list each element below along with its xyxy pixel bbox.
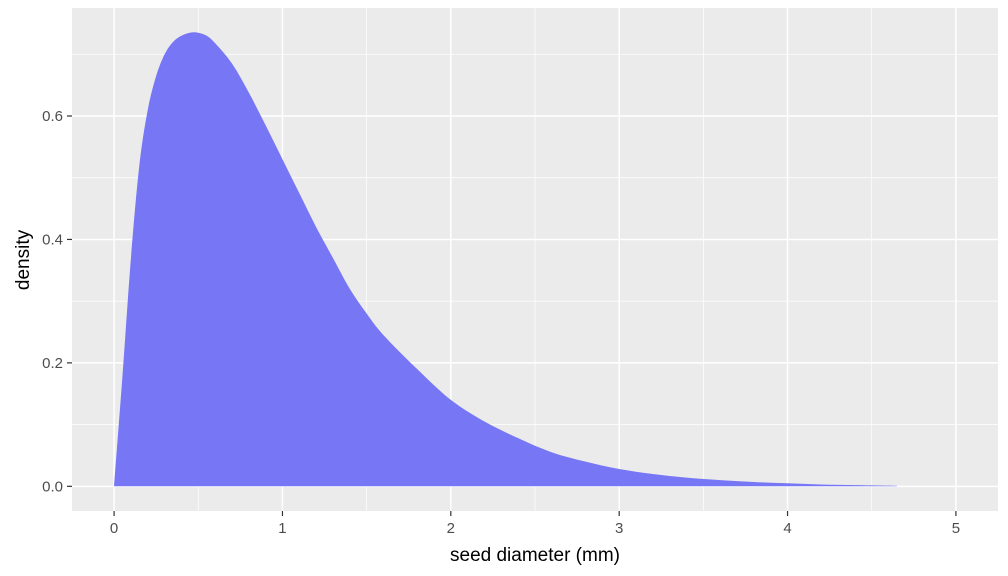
x-tick-label: 4 <box>783 520 791 537</box>
x-tick-label: 5 <box>952 520 960 537</box>
x-axis-tick-labels: 0 1 2 3 4 5 <box>110 520 960 537</box>
y-axis-ticks <box>67 115 72 487</box>
y-tick-label: 0.2 <box>42 355 63 372</box>
y-axis-tick-labels: 0.0 0.2 0.4 0.6 <box>42 108 63 495</box>
x-tick-label: 2 <box>447 520 455 537</box>
y-axis-title: density <box>13 229 34 290</box>
y-tick-label: 0.6 <box>42 108 63 125</box>
x-axis-ticks <box>113 511 957 516</box>
y-tick-label: 0.4 <box>42 231 63 248</box>
y-tick-label: 0.0 <box>42 478 63 495</box>
x-tick-label: 3 <box>615 520 623 537</box>
x-tick-label: 1 <box>278 520 286 537</box>
x-axis-title: seed diameter (mm) <box>450 545 620 566</box>
density-area <box>114 32 897 487</box>
x-tick-label: 0 <box>110 520 118 537</box>
